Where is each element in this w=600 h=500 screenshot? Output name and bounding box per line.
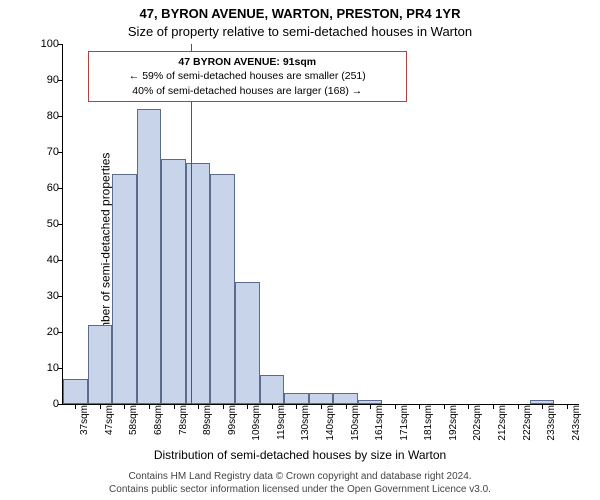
y-tick-label: 0 xyxy=(27,398,59,410)
x-axis-label: Distribution of semi-detached houses by … xyxy=(0,448,600,462)
y-tick-label: 10 xyxy=(27,362,59,374)
attribution-line1: Contains HM Land Registry data © Crown c… xyxy=(128,471,471,482)
x-tick-label: 130sqm xyxy=(300,405,311,441)
x-tick-label: 161sqm xyxy=(374,405,385,441)
y-tick-label: 40 xyxy=(27,254,59,266)
y-tick-label: 60 xyxy=(27,182,59,194)
x-tick-label: 202sqm xyxy=(472,405,483,441)
annotation-line-2: ← 59% of semi-detached houses are smalle… xyxy=(129,70,366,82)
attribution-line2: Contains public sector information licen… xyxy=(109,484,491,495)
histogram-bar xyxy=(309,393,334,404)
annotation-line-3: 40% of semi-detached houses are larger (… xyxy=(132,85,362,97)
histogram-bar xyxy=(260,375,285,404)
x-tick-label: 140sqm xyxy=(325,405,336,441)
x-tick-label: 212sqm xyxy=(497,405,508,441)
chart-title-2: Size of property relative to semi-detach… xyxy=(0,24,600,39)
x-tick-label: 68sqm xyxy=(153,405,164,435)
x-tick-label: 181sqm xyxy=(423,405,434,441)
y-tick-label: 90 xyxy=(27,74,59,86)
y-tick-label: 70 xyxy=(27,146,59,158)
histogram-bar xyxy=(235,282,260,404)
y-tick-label: 20 xyxy=(27,326,59,338)
x-tick-label: 47sqm xyxy=(104,405,115,435)
x-tick-label: 192sqm xyxy=(448,405,459,441)
x-tick-label: 233sqm xyxy=(546,405,557,441)
x-tick-label: 171sqm xyxy=(399,405,410,441)
y-tick-label: 100 xyxy=(27,38,59,50)
histogram-bar xyxy=(333,393,358,404)
histogram-bar xyxy=(161,159,186,404)
histogram-bar xyxy=(210,174,235,404)
x-tick-label: 109sqm xyxy=(251,405,262,441)
x-tick-label: 78sqm xyxy=(178,405,189,435)
y-tick-label: 50 xyxy=(27,218,59,230)
histogram-bar xyxy=(88,325,113,404)
chart-title-1: 47, BYRON AVENUE, WARTON, PRESTON, PR4 1… xyxy=(0,6,600,21)
annotation-line-1: 47 BYRON AVENUE: 91sqm xyxy=(178,56,316,68)
attribution-text: Contains HM Land Registry data © Crown c… xyxy=(0,471,600,496)
chart-plot-area: 010203040506070809010037sqm47sqm58sqm68s… xyxy=(62,44,579,405)
x-tick-label: 58sqm xyxy=(128,405,139,435)
y-tick-label: 30 xyxy=(27,290,59,302)
x-tick-label: 89sqm xyxy=(202,405,213,435)
x-tick-label: 243sqm xyxy=(571,405,582,441)
y-tick-label: 80 xyxy=(27,110,59,122)
histogram-bar xyxy=(284,393,309,404)
x-tick-label: 222sqm xyxy=(522,405,533,441)
histogram-bar xyxy=(112,174,137,404)
histogram-bar xyxy=(63,379,88,404)
annotation-box: 47 BYRON AVENUE: 91sqm ← 59% of semi-deta… xyxy=(88,51,407,102)
x-tick-label: 37sqm xyxy=(79,405,90,435)
x-tick-label: 99sqm xyxy=(227,405,238,435)
histogram-bar xyxy=(186,163,211,404)
histogram-bar xyxy=(137,109,162,404)
x-tick-label: 119sqm xyxy=(276,405,287,440)
x-tick-label: 150sqm xyxy=(350,405,361,441)
